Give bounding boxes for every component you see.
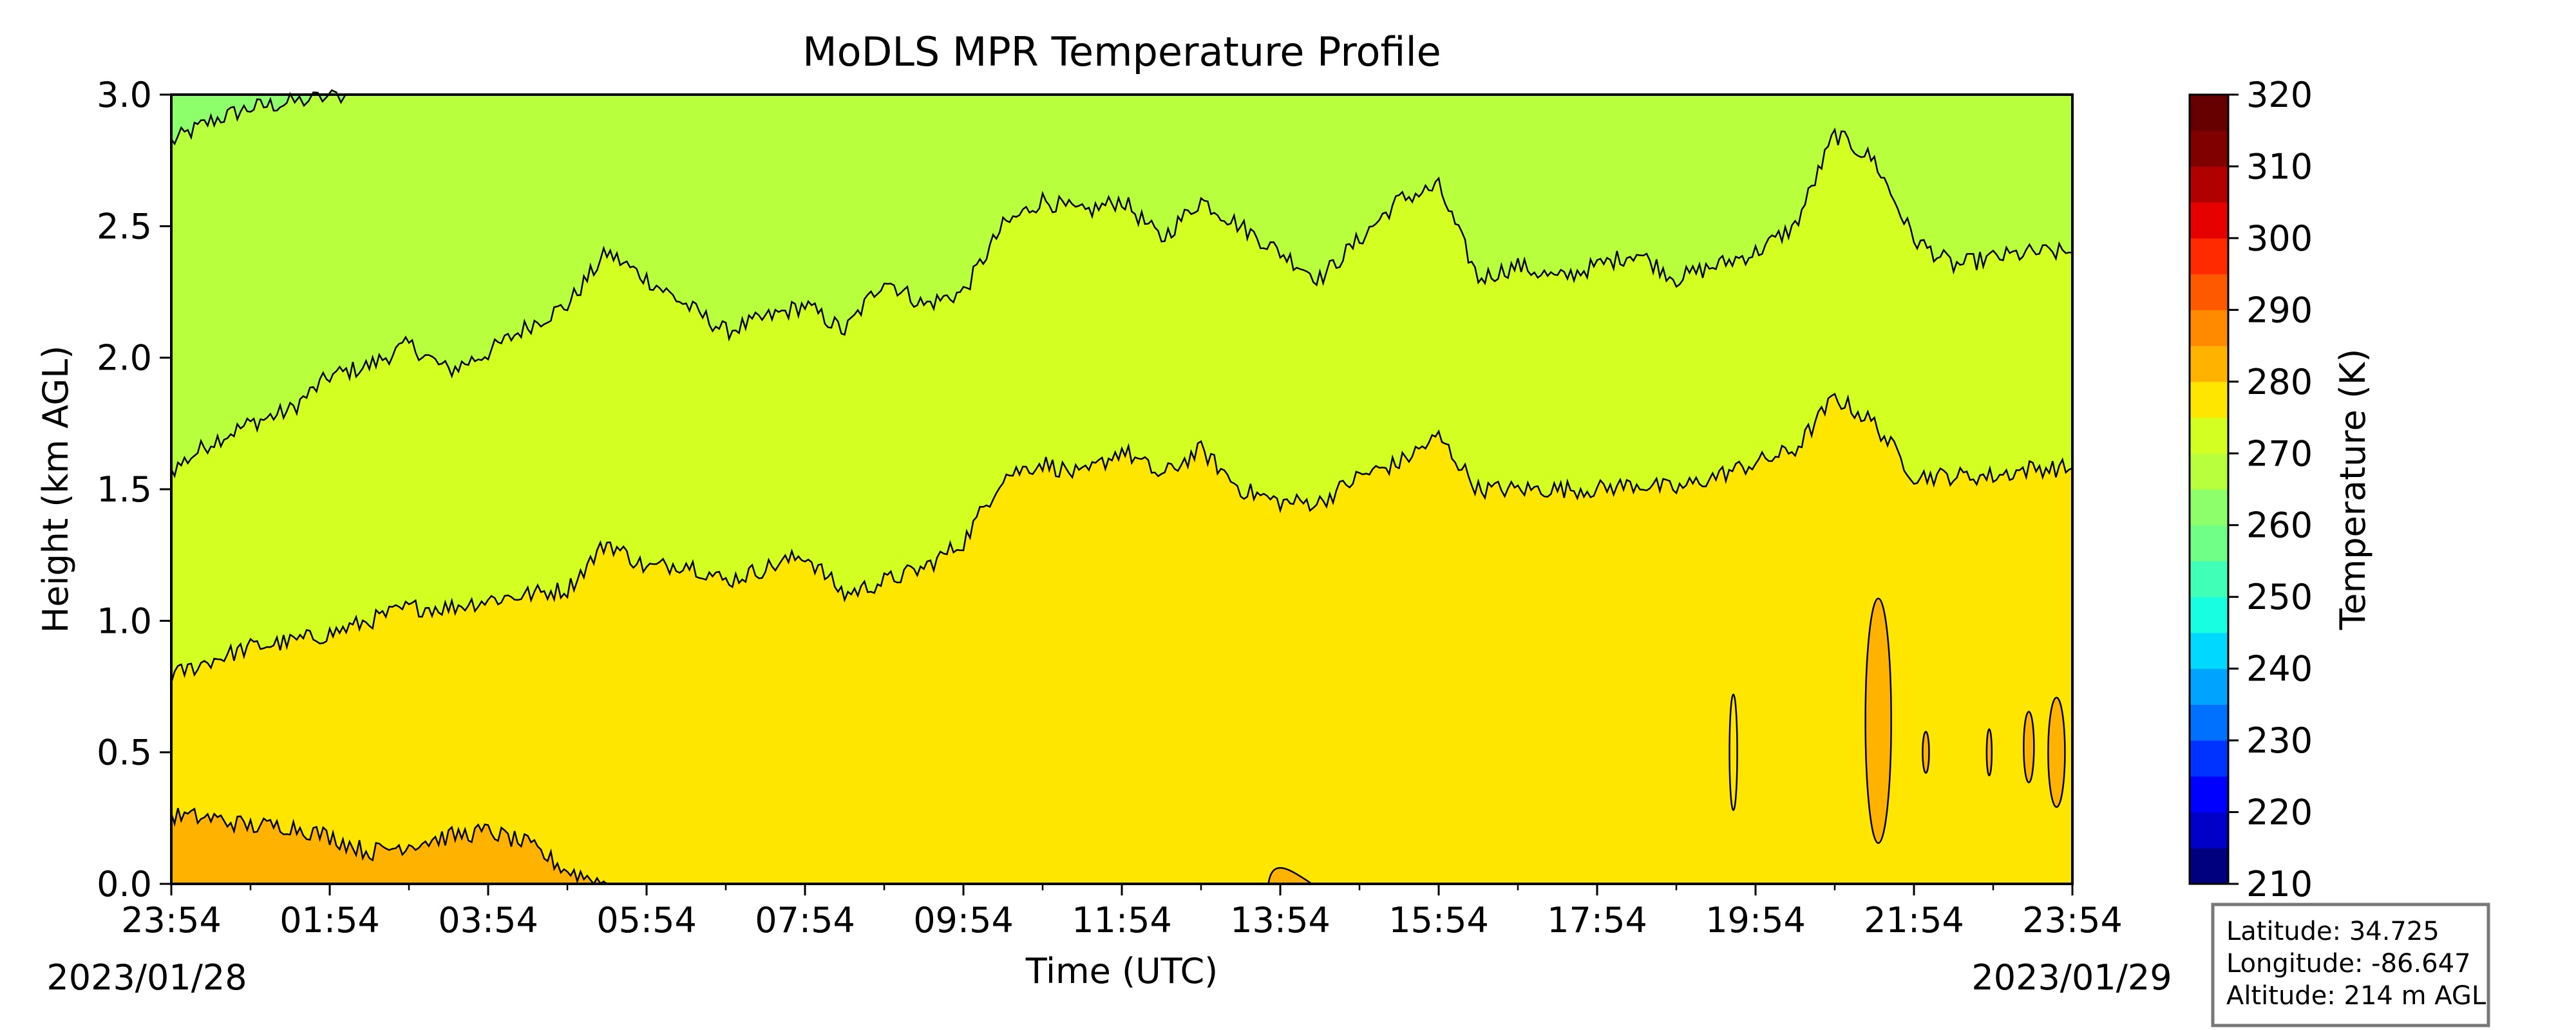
colorbar-tick-label: 240 <box>2246 649 2313 689</box>
y-tick-label: 1.5 <box>97 469 152 510</box>
colorbar-segment <box>2190 130 2228 167</box>
colorbar-tick-label: 300 <box>2246 218 2313 259</box>
x-tick-label: 01:54 <box>279 900 380 941</box>
warm-blob-0 <box>1728 693 1738 811</box>
y-tick-label: 1.0 <box>97 601 152 641</box>
warm-blob-3 <box>1985 728 1993 776</box>
colorbar-segment <box>2190 95 2228 131</box>
x-tick-label: 19:54 <box>1705 900 1806 941</box>
y-tick-label: 0.0 <box>97 864 152 904</box>
colorbar-tick-label: 250 <box>2246 577 2313 617</box>
colorbar-segment <box>2190 417 2228 454</box>
info-longitude: Longitude: -86.647 <box>2226 949 2471 979</box>
x-tick-label: 23:54 <box>2022 900 2123 941</box>
colorbar-segment <box>2190 668 2228 705</box>
x-axis: 23:54 01:54 03:54 05:54 07:54 09:54 11:54 13:54… <box>121 884 2123 941</box>
x-tick-label: 11:54 <box>1072 900 1172 941</box>
colorbar-segment <box>2190 848 2228 885</box>
x-tick-label: 03:54 <box>438 900 538 941</box>
info-latitude: Latitude: 34.725 <box>2226 917 2439 946</box>
x-tick-label: 15:54 <box>1388 900 1489 941</box>
colorbar-segment <box>2190 597 2228 633</box>
colorbar-segment <box>2190 776 2228 813</box>
x-tick-label: 23:54 <box>121 900 222 941</box>
location-info-box: Latitude: 34.725 Longitude: -86.647 Alti… <box>2211 903 2490 1027</box>
colorbar-tick-label: 270 <box>2246 433 2313 474</box>
contour-line-1 <box>170 393 2073 683</box>
colorbar-segment <box>2190 561 2228 597</box>
date-end-label: 2023/01/29 <box>1971 957 2172 998</box>
y-axis-label: Height (km AGL) <box>35 346 76 633</box>
colorbar-frame <box>2188 93 2230 885</box>
y-tick-label: 2.5 <box>97 206 152 247</box>
colorbar-segment <box>2190 238 2228 275</box>
colorbar-tick-label: 220 <box>2246 792 2313 833</box>
colorbar-segment <box>2190 453 2228 490</box>
colorbar-tick-label: 260 <box>2246 505 2313 546</box>
colorbar: 210 220 230 240 250 260 270 280 290 300 310 320 <box>2188 75 2313 904</box>
colorbar-segment <box>2190 704 2228 741</box>
colorbar-tick-label: 230 <box>2246 720 2313 761</box>
colorbar-segment <box>2190 381 2228 418</box>
x-tick-label: 13:54 <box>1230 900 1331 941</box>
colorbar-tick-label: 210 <box>2246 864 2313 904</box>
colorbar-label: Temperature (K) <box>2333 349 2373 631</box>
warm-blob-1 <box>1864 597 1892 844</box>
x-tick-label: 05:54 <box>596 900 697 941</box>
x-tick-label: 21:54 <box>1864 900 1964 941</box>
band-fill-2 <box>171 808 607 884</box>
colorbar-tick-label: 280 <box>2246 362 2313 402</box>
y-tick-label: 0.5 <box>97 733 152 773</box>
x-tick-label: 17:54 <box>1547 900 1647 941</box>
band-fill-1 <box>171 393 2072 884</box>
date-start-label: 2023/01/28 <box>46 957 247 998</box>
x-tick-label: 09:54 <box>913 900 1014 941</box>
contour-line-0 <box>170 127 2073 478</box>
warm-blob-4 <box>2023 711 2035 783</box>
colorbar-segment <box>2190 166 2228 203</box>
info-altitude: Altitude: 214 m AGL <box>2226 981 2486 1011</box>
colorbar-segment <box>2190 346 2228 382</box>
colorbar-segment <box>2190 812 2228 848</box>
warm-bump <box>1267 866 1312 885</box>
colorbar-segment <box>2190 310 2228 346</box>
colorbar-segment <box>2190 740 2228 777</box>
colorbar-segment <box>2190 525 2228 561</box>
warm-blob-2 <box>1922 731 1930 774</box>
x-tick-label: 07:54 <box>755 900 855 941</box>
warm-blob-5 <box>2047 697 2066 808</box>
info-box-frame <box>2211 903 2490 1027</box>
colorbar-segment <box>2190 632 2228 670</box>
y-axis: 0.0 0.5 1.0 1.5 2.0 2.5 3.0 <box>97 75 171 904</box>
chart-title: MoDLS MPR Temperature Profile <box>802 28 1441 75</box>
contour-line-2 <box>170 807 608 886</box>
plot-area <box>170 89 2073 886</box>
colorbar-tick-label: 290 <box>2246 290 2313 330</box>
y-tick-label: 2.0 <box>97 338 152 379</box>
colorbar-segment <box>2190 274 2228 310</box>
colorbar-tick-label: 310 <box>2246 146 2313 187</box>
y-tick-label: 3.0 <box>97 75 152 115</box>
colorbar-tick-label: 320 <box>2246 75 2313 115</box>
x-axis-label: Time (UTC) <box>1025 951 1218 991</box>
colorbar-segment <box>2190 489 2228 526</box>
colorbar-segment <box>2190 202 2228 239</box>
